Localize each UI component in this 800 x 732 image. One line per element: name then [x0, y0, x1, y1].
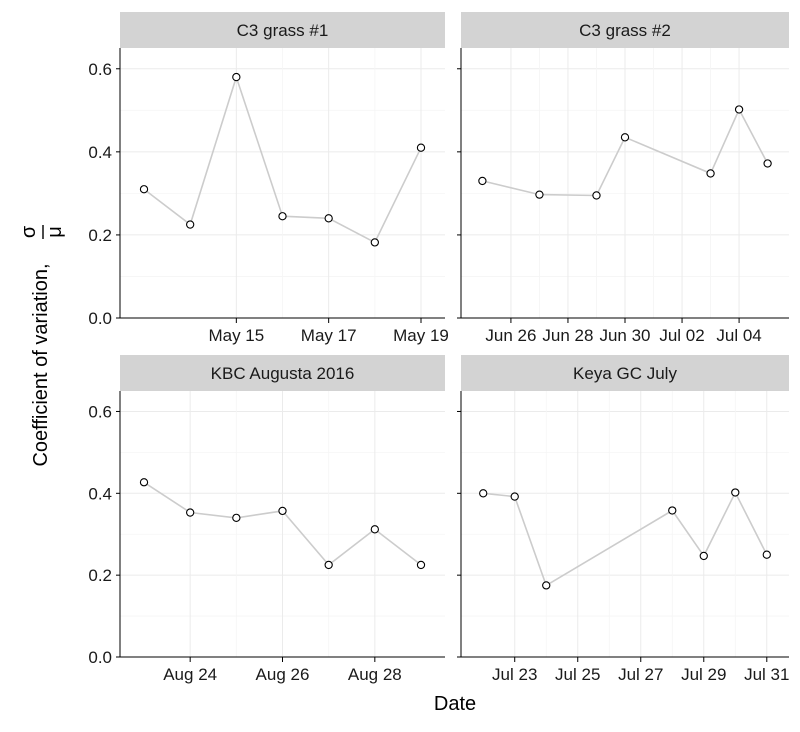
data-point — [762, 550, 771, 559]
y-axis-label: Coefficient of variation, σ μ — [18, 225, 66, 467]
x-tick-label: Aug 26 — [256, 665, 310, 684]
series-line — [483, 490, 768, 587]
grid — [120, 391, 445, 658]
data-point — [232, 72, 241, 82]
facet-panel-4: Keya GC July Jul 23 Jul 25 Jul 27 Jul 29 Jul … — [457, 355, 789, 684]
data-point — [510, 492, 519, 501]
grid — [461, 391, 789, 658]
data-point — [706, 169, 715, 178]
facet-strip — [120, 355, 445, 391]
data-point — [232, 513, 241, 523]
y-tick-label: 0.6 — [88, 402, 112, 421]
y-tick-label: 0.0 — [88, 648, 112, 667]
x-tick-label: Aug 28 — [348, 665, 402, 684]
x-tick-label: Jul 23 — [492, 665, 537, 684]
data-point — [699, 551, 708, 561]
y-tick-label: 0.2 — [88, 566, 112, 585]
data-point — [535, 190, 544, 199]
y-tick-label: 0.4 — [88, 484, 112, 503]
x-tick-label: Jul 29 — [681, 665, 726, 684]
x-tick-label: Aug 24 — [163, 665, 217, 684]
data-point — [370, 238, 379, 247]
y-axis-label-numerator: σ — [18, 225, 40, 238]
x-tick-label: Jun 30 — [599, 326, 650, 345]
x-tick-label: Jul 27 — [618, 665, 663, 684]
data-point — [479, 489, 488, 498]
facet-strip — [461, 355, 789, 391]
grid — [120, 48, 445, 319]
data-point — [668, 506, 677, 515]
data-point — [324, 214, 333, 223]
data-point — [416, 560, 426, 570]
data-point — [139, 478, 149, 487]
x-tick-label: Jul 25 — [555, 665, 600, 684]
facet-panel-3: KBC Augusta 2016 0.0 0.2 0.4 0.6 Aug 24 Aug 26… — [88, 355, 445, 684]
y-tick-label: 0.2 — [88, 226, 112, 245]
facet-panels: C3 grass #1 0.0 0.2 0.4 0.6 May 15 May 17 May 1… — [88, 12, 789, 684]
data-point — [278, 506, 287, 516]
data-point — [731, 488, 740, 497]
y-tick-label: 0.4 — [88, 143, 112, 162]
facet-title: C3 grass #1 — [237, 21, 329, 40]
facet-title: Keya GC July — [573, 364, 677, 383]
data-point — [592, 191, 601, 200]
y-axis-label-text: Coefficient of variation, — [30, 263, 52, 466]
data-point — [620, 133, 630, 142]
y-axis-label-denominator: μ — [44, 226, 66, 238]
data-point — [139, 185, 149, 194]
x-axis-label: Date — [434, 693, 476, 715]
data-point — [186, 220, 195, 229]
data-point — [478, 176, 487, 186]
x-tick-label: Jul 02 — [659, 326, 704, 345]
grid — [461, 48, 789, 319]
y-tick-label: 0.0 — [88, 309, 112, 328]
x-tick-label: Jul 31 — [744, 665, 789, 684]
data-point — [370, 525, 379, 534]
facet-panel-1: C3 grass #1 0.0 0.2 0.4 0.6 May 15 May 17 May 1… — [88, 12, 449, 345]
facet-panel-2: C3 grass #2 Jun 26 Jun 28 Jun 30 Jul 02 Jul 0… — [457, 12, 789, 345]
data-point — [186, 508, 195, 517]
x-tick-label: May 15 — [208, 326, 264, 345]
data-point — [324, 560, 333, 570]
x-tick-label: Jul 04 — [716, 326, 761, 345]
data-point — [734, 105, 744, 114]
x-tick-label: May 17 — [301, 326, 357, 345]
y-tick-label: 0.6 — [88, 60, 112, 79]
data-point — [416, 143, 426, 152]
x-tick-label: Jun 28 — [542, 326, 593, 345]
facet-strip — [120, 12, 445, 48]
facet-strip — [461, 12, 789, 48]
facet-title: KBC Augusta 2016 — [211, 364, 355, 383]
x-tick-label: Jun 26 — [485, 326, 536, 345]
facet-title: C3 grass #2 — [579, 21, 671, 40]
data-point — [278, 212, 287, 221]
data-point — [763, 159, 772, 168]
data-point — [542, 581, 551, 590]
x-tick-label: May 19 — [393, 326, 449, 345]
